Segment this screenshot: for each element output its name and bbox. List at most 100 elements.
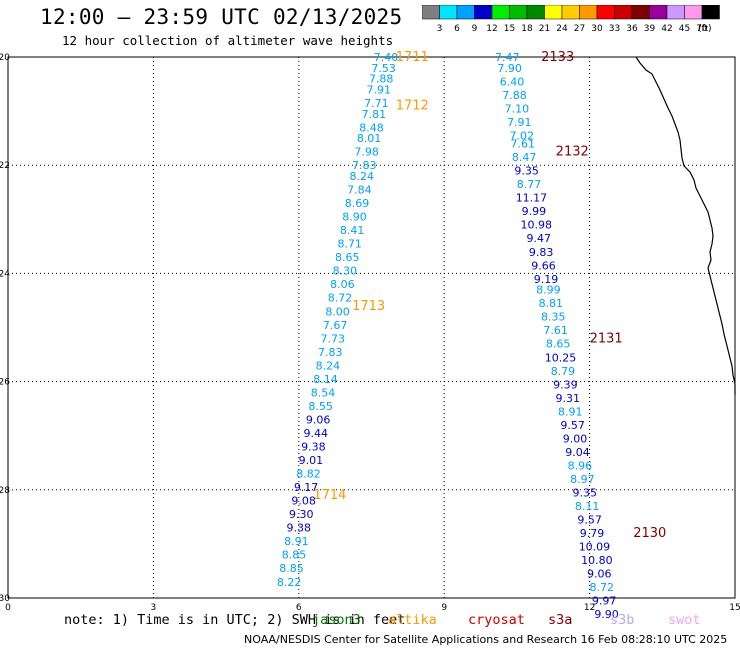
wave-height-value: 9.35 [573, 487, 598, 500]
wave-height-value: 9.79 [580, 527, 605, 540]
pass-number-label: 1712 [396, 99, 429, 114]
color-legend: 3 6 9 12 15 18 21 24 27 30 33 36 39 42 45 70(ft) [422, 5, 720, 33]
legend-unit: (ft) [698, 24, 712, 33]
pass-number-label: 1711 [396, 50, 429, 65]
wave-height-value: 9.06 [587, 568, 612, 581]
page-subtitle: 12 hour collection of altimeter wave hei… [62, 33, 394, 48]
wave-height-value: 8.55 [308, 400, 333, 413]
pass-number-label: 1714 [313, 488, 346, 503]
satellite-label: jason3 [312, 612, 361, 628]
wave-height-value: 8.54 [311, 386, 336, 399]
wave-height-value: 8.24 [316, 359, 341, 372]
legend-swatch [684, 5, 703, 20]
legend-tick-label: 30 [591, 24, 603, 33]
wave-height-value: 8.35 [541, 311, 566, 324]
legend-swatch [666, 5, 685, 20]
wave-height-value: 8.47 [512, 151, 537, 164]
legend-tick-label: 24 [556, 24, 568, 33]
legend-swatch [509, 5, 528, 20]
map-frame [7, 56, 736, 599]
wave-height-value: 9.04 [565, 446, 590, 459]
wave-height-value: 8.11 [575, 500, 600, 513]
y-tick-label: -24 [0, 269, 10, 279]
x-tick-label: 3 [151, 603, 157, 613]
wave-height-value: 8.90 [342, 211, 367, 224]
footer-credit: NOAA/NESDIS Center for Satellite Applica… [244, 633, 728, 646]
wave-height-value: 7.88 [502, 89, 527, 102]
satellite-label: s3b [610, 612, 635, 628]
legend-swatch [422, 5, 440, 20]
wave-height-value: 8.00 [325, 305, 350, 318]
wave-height-value: 9.44 [304, 427, 329, 440]
wave-height-value: 9.90 [594, 608, 619, 621]
satellite-label: altika [388, 612, 437, 628]
legend-swatch [544, 5, 563, 20]
wave-height-value: 7.53 [371, 62, 396, 75]
wave-height-value: 7.88 [369, 73, 394, 86]
wave-height-value: 7.91 [507, 116, 532, 129]
wave-height-value: 8.71 [337, 238, 362, 251]
wave-height-value: 7.61 [543, 324, 568, 337]
legend-swatch [474, 5, 493, 20]
wave-height-value: 7.91 [367, 83, 392, 96]
legend-swatch [456, 5, 475, 20]
legend-tick-label: 36 [626, 24, 638, 33]
legend-tick-label: 12 [486, 24, 497, 33]
wave-height-value: 7.40 [374, 51, 399, 64]
satellite-label: swot [668, 612, 701, 628]
wave-height-value: 7.73 [320, 332, 345, 345]
legend-tick-label: 6 [454, 24, 460, 33]
wave-height-value: 8.01 [357, 132, 382, 145]
wave-height-value: 7.84 [347, 184, 372, 197]
wave-height-value: 9.38 [301, 441, 326, 454]
wave-height-value: 7.10 [505, 102, 530, 115]
y-tick-label: -22 [0, 161, 10, 171]
legend-swatch [614, 5, 633, 20]
wave-height-value: 8.22 [277, 576, 302, 589]
wave-height-value: 10.98 [521, 219, 553, 232]
wave-height-value: 7.67 [323, 319, 348, 332]
wave-height-value: 7.98 [354, 146, 379, 159]
y-tick-label: -26 [0, 378, 10, 388]
legend-swatch [439, 5, 458, 20]
wave-height-value: 9.83 [529, 246, 554, 259]
legend-swatch [649, 5, 668, 20]
y-tick-label: -28 [0, 486, 10, 496]
wave-height-value: 9.01 [299, 454, 324, 467]
wave-height-value: 8.24 [350, 170, 375, 183]
wave-height-value: 8.96 [568, 459, 593, 472]
legend-swatch [491, 5, 510, 20]
legend-tick-label: 15 [504, 24, 515, 33]
pass-number-label: 2133 [541, 50, 574, 65]
wave-height-value: 9.97 [592, 595, 617, 608]
wave-height-value: 8.69 [345, 197, 370, 210]
wave-height-value: 8.81 [539, 297, 564, 310]
wave-height-value: 8.65 [546, 338, 571, 351]
footer-note: note: 1) Time is in UTC; 2) SWH is in fe… [64, 612, 406, 628]
page-title: 12:00 — 23:59 UTC 02/13/2025 [40, 5, 403, 29]
x-tick-label: 0 [5, 603, 11, 613]
wave-height-value: 8.65 [335, 251, 360, 264]
legend-swatch [579, 5, 598, 20]
wave-height-value: 8.48 [359, 121, 384, 134]
wave-height-value: 9.30 [289, 508, 314, 521]
legend-tick-label: 39 [644, 24, 656, 33]
legend-swatch [701, 5, 720, 20]
wave-height-value: 6.40 [500, 75, 525, 88]
wave-height-value: 7.83 [352, 159, 377, 172]
wave-height-value: 9.47 [526, 232, 551, 245]
wave-height-value: 7.90 [497, 62, 522, 75]
wave-height-value: 10.80 [581, 554, 613, 567]
legend-swatch [631, 5, 650, 20]
legend-tick-label: 45 [679, 24, 690, 33]
wave-height-value: 9.39 [553, 378, 578, 391]
pass-number-label: 2131 [590, 331, 623, 346]
legend-tick-label: 3 [437, 24, 443, 33]
wave-height-value: 8.97 [570, 473, 595, 486]
legend-tick-label: 70 [696, 24, 708, 33]
wave-height-value: 8.41 [340, 224, 365, 237]
wave-height-value: 7.61 [510, 138, 535, 151]
x-tick-label: 6 [296, 603, 302, 613]
wave-height-value: 10.09 [579, 541, 611, 554]
